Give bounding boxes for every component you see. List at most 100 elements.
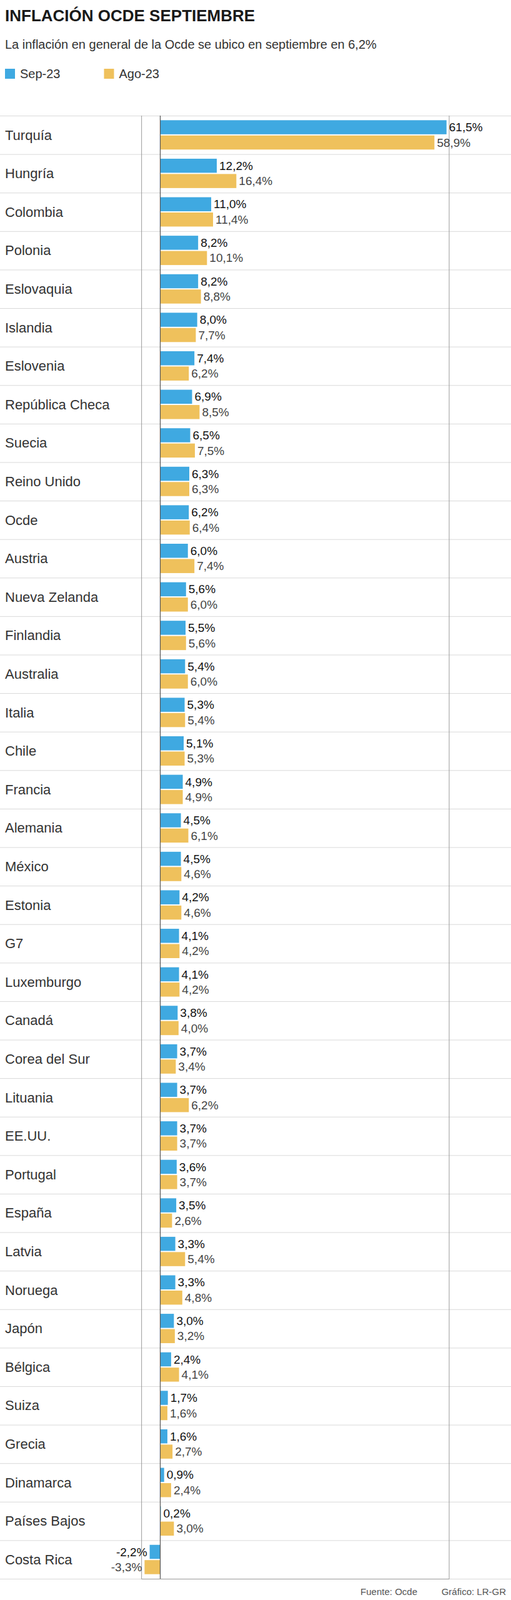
- annotation: Fuente: Ocde: [360, 1585, 418, 1597]
- bar: [159, 582, 187, 596]
- bar: [144, 1559, 160, 1573]
- category-label: Francia: [4, 781, 52, 798]
- bar: [159, 119, 447, 134]
- bar: [159, 1081, 178, 1096]
- bar: [159, 1058, 176, 1073]
- data-label: 6,2%: [191, 505, 219, 519]
- bar: [159, 851, 182, 866]
- row-separator: [0, 539, 511, 540]
- category-label: Luxemburgo: [4, 973, 82, 990]
- bar: [159, 1521, 174, 1535]
- category-label: México: [4, 858, 49, 874]
- data-label: 5,3%: [187, 697, 215, 711]
- bar: [159, 1389, 169, 1404]
- axis-line: [141, 115, 450, 1579]
- bar: [159, 620, 186, 635]
- row-separator: [0, 1154, 511, 1156]
- bar: [159, 173, 237, 188]
- tick: [159, 115, 161, 1578]
- category-label: Australia: [4, 665, 59, 682]
- bar: [159, 1005, 178, 1019]
- row-separator: [0, 769, 511, 771]
- data-label: 4,5%: [183, 813, 211, 827]
- data-label: 11,4%: [215, 213, 249, 227]
- data-label: 5,6%: [188, 636, 216, 650]
- data-label: 3,8%: [179, 1005, 207, 1019]
- title: INFLACIÓN OCDE SEPTIEMBRE: [4, 6, 255, 25]
- data-labels: 61,5%12,2%11,0%8,2%8,2%8,0%7,4%6,9%6,5%6…: [111, 120, 483, 1573]
- category-label: Ocde: [4, 512, 39, 528]
- bar: [159, 366, 189, 380]
- legend-label: Ago-23: [119, 66, 160, 81]
- category-label: Portugal: [4, 1166, 57, 1182]
- bar: [159, 504, 189, 519]
- row-separator: [0, 1270, 511, 1271]
- bar: [159, 597, 189, 611]
- bar: [159, 481, 190, 496]
- category-label: Lituania: [4, 1089, 54, 1106]
- bar: [159, 635, 187, 650]
- category-label: Dinamarca: [4, 1474, 72, 1490]
- bar: [159, 674, 189, 688]
- row-separator: [0, 1462, 511, 1464]
- bar: [149, 1544, 160, 1558]
- category-label: Polonia: [4, 242, 52, 258]
- data-label: 4,8%: [184, 1290, 212, 1304]
- category-label: Japón: [4, 1319, 43, 1336]
- data-label: 4,2%: [181, 890, 209, 904]
- bar: [159, 866, 182, 881]
- bar: [159, 1313, 174, 1327]
- category-label: Alemania: [4, 819, 63, 836]
- data-label: 4,5%: [183, 852, 211, 866]
- data-label: 3,7%: [179, 1044, 207, 1058]
- row-separator: [0, 885, 511, 886]
- category-label: Bélgica: [4, 1358, 51, 1375]
- data-label: 6,3%: [191, 467, 219, 481]
- category-label: Eslovaquia: [4, 281, 73, 297]
- category-label: República Checa: [4, 396, 110, 413]
- data-label: 6,0%: [190, 597, 218, 611]
- data-label: 6,5%: [192, 428, 220, 442]
- data-label: 4,6%: [183, 905, 211, 919]
- row-separator: [0, 346, 511, 348]
- bars: [144, 119, 447, 1573]
- data-label: 3,4%: [178, 1059, 205, 1073]
- row-separator: [0, 1539, 511, 1540]
- legend-label: Sep-23: [19, 66, 61, 81]
- category-label: Turquía: [4, 127, 53, 144]
- row-separator: [0, 692, 511, 694]
- bar: [159, 543, 189, 558]
- data-label: 4,6%: [183, 867, 211, 881]
- bar: [159, 928, 180, 943]
- data-label: 3,2%: [177, 1328, 205, 1342]
- row-separator: [0, 1424, 511, 1425]
- data-label: 7,4%: [196, 351, 224, 365]
- data-label: 2,7%: [174, 1444, 202, 1458]
- zero-line: [159, 115, 161, 1578]
- bar: [159, 967, 180, 981]
- bar: [159, 274, 199, 288]
- data-label: 6,4%: [192, 520, 220, 535]
- data-label: 4,9%: [185, 775, 213, 789]
- category-label: Islandia: [4, 319, 54, 336]
- category-label: Suiza: [4, 1396, 40, 1413]
- row-separator: [0, 1308, 511, 1310]
- row-separator: [0, 269, 511, 270]
- data-label: 6,1%: [191, 828, 219, 843]
- row-separator: [0, 731, 511, 733]
- data-label: 4,2%: [181, 943, 209, 958]
- row-separator: [0, 654, 511, 655]
- chart: INFLACIÓN OCDE SEPTIEMBRELa inflación en…: [0, 0, 511, 1600]
- legend-item: Sep-23: [4, 66, 61, 81]
- bar: [159, 1428, 168, 1443]
- bar: [159, 1213, 172, 1227]
- x-axis: [141, 115, 450, 1579]
- bar: [159, 235, 199, 250]
- row-separator: [0, 384, 511, 386]
- data-label: 4,1%: [181, 1367, 209, 1381]
- data-label: 4,0%: [181, 1021, 209, 1035]
- bar: [159, 351, 195, 365]
- bar: [159, 712, 185, 727]
- row-separator: [0, 808, 511, 809]
- data-label: 5,3%: [187, 751, 215, 765]
